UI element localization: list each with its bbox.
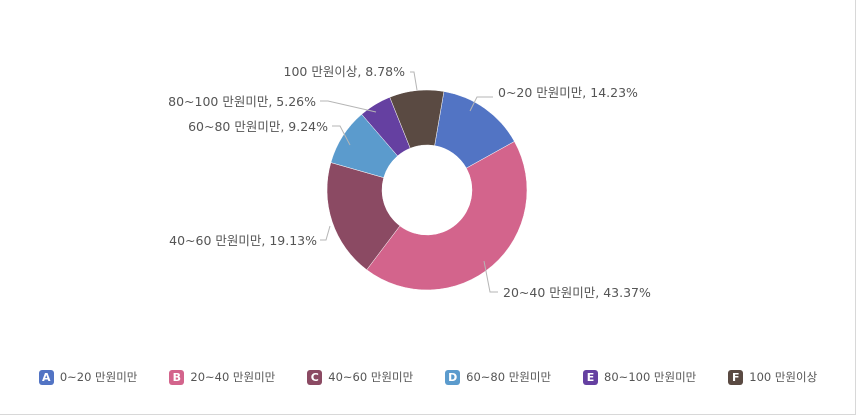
legend-label: 0~20 만원미만 <box>59 370 138 384</box>
slice-3[interactable] <box>326 162 401 271</box>
legend-item-2[interactable]: B 20~40 만원미만 <box>169 366 275 388</box>
slice-label-5: 80~100 만원미만, 5.26% <box>168 94 316 109</box>
legend-item-5[interactable]: E 80~100 만원미만 <box>583 366 696 388</box>
leader-line-3 <box>320 225 331 241</box>
legend-label: 80~100 만원미만 <box>604 370 697 384</box>
slice-label-6: 100 만원이상, 8.78% <box>284 64 406 79</box>
legend-label: 40~60 만원미만 <box>328 370 414 384</box>
legend-badge-icon: F <box>728 369 744 385</box>
slice-label-4: 60~80 만원미만, 9.24% <box>188 119 328 134</box>
leader-line-6 <box>410 71 418 91</box>
legend-item-1[interactable]: A 0~20 만원미만 <box>38 366 138 388</box>
legend-badge-icon: C <box>307 369 323 385</box>
slice-label-1: 0~20 만원미만, 14.23% <box>498 85 638 100</box>
legend-item-6[interactable]: F 100 만원이상 <box>728 366 817 388</box>
legend-label: 100 만원이상 <box>749 370 818 384</box>
legend-badge-icon: E <box>583 369 599 385</box>
slice-label-3: 40~60 만원미만, 19.13% <box>169 233 317 248</box>
slice-labels: 0~20 만원미만, 14.23% 20~40 만원미만, 43.37% 40~60… <box>168 64 651 300</box>
slice-label-2: 20~40 만원미만, 43.37% <box>503 285 651 300</box>
leader-line-4 <box>332 125 351 146</box>
leader-lines <box>320 71 498 293</box>
leader-line-2 <box>483 260 498 293</box>
donut-chart: 0~20 만원미만, 14.23% 20~40 만원미만, 43.37% 40~60… <box>168 64 651 300</box>
legend-item-4[interactable]: D 60~80 만원미만 <box>445 366 551 388</box>
legend: A 0~20 만원미만 B 20~40 만원미만 C 40~60 만원미만 D 60~80 만… <box>0 366 856 388</box>
legend-badge-icon: A <box>38 369 54 385</box>
leader-line-1 <box>469 96 493 112</box>
legend-label: 20~40 만원미만 <box>190 370 276 384</box>
leader-line-5 <box>320 100 377 113</box>
donut-slices <box>326 89 528 291</box>
legend-badge-icon: B <box>169 369 185 385</box>
slice-6[interactable] <box>389 89 445 149</box>
legend-item-3[interactable]: C 40~60 만원미만 <box>307 366 413 388</box>
legend-badge-icon: D <box>445 369 461 385</box>
legend-label: 60~80 만원미만 <box>466 370 552 384</box>
slice-2[interactable] <box>366 141 528 291</box>
